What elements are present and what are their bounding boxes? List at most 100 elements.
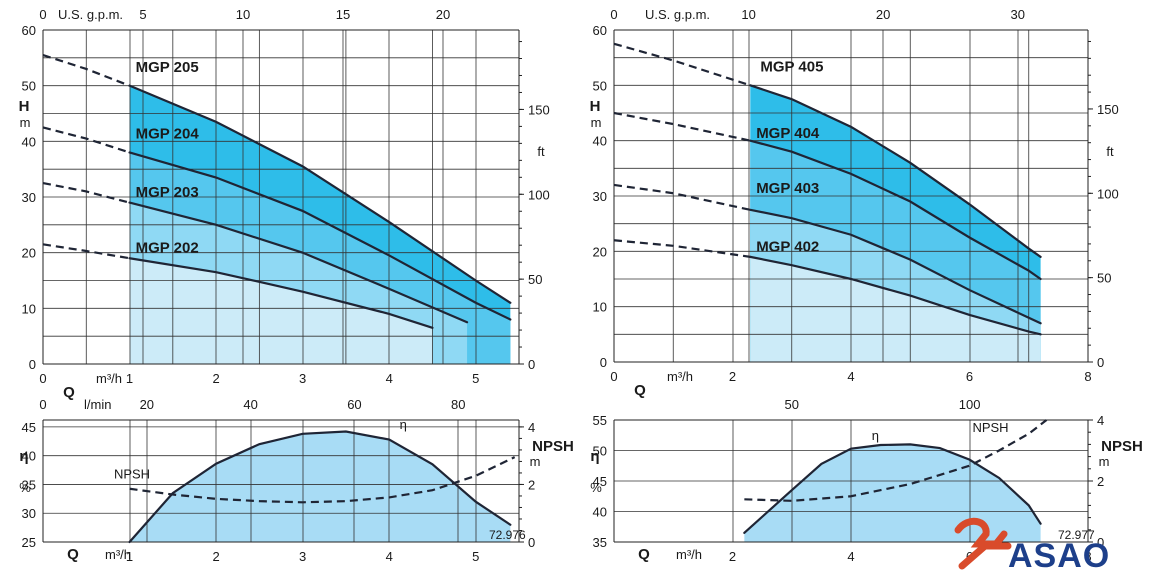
y-tick-label: 40 <box>22 449 36 464</box>
top-tick-label: 20 <box>436 7 450 22</box>
y-tick-label: 45 <box>593 474 607 489</box>
series-label: MGP 402 <box>756 238 819 255</box>
y-tick-label: 30 <box>593 189 607 204</box>
top-tick-label: 100 <box>959 397 981 412</box>
curve-mgp-202 <box>128 257 434 329</box>
curve-mgp-405 <box>749 84 1042 258</box>
curve-mgp-404 <box>749 139 1042 281</box>
series-label: MGP 404 <box>756 125 820 142</box>
series-label: MGP 205 <box>136 59 199 76</box>
efficiency-area <box>744 444 1041 542</box>
chart-code: 72.977 <box>1058 528 1095 542</box>
x-tick-label: 0 <box>39 371 46 386</box>
top-tick-label: 10 <box>236 7 250 22</box>
y-tick-label: 55 <box>593 413 607 428</box>
npsh-curve <box>744 419 1048 502</box>
x-tick-label: 2 <box>212 371 219 386</box>
series-label: MGP 202 <box>136 240 199 257</box>
y-right-tick-label: 150 <box>1097 102 1119 117</box>
x-tick-label: 3 <box>299 371 306 386</box>
x-axis-label: m³/h <box>96 371 122 386</box>
curve-dashed-3 <box>42 243 130 260</box>
x-tick-label: 5 <box>472 371 479 386</box>
npsh-curve <box>129 456 516 504</box>
curve-dashed-1 <box>613 111 751 142</box>
y-axis-symbol: H <box>19 98 30 115</box>
y-tick-label: 40 <box>22 134 36 149</box>
logo-text: ASAO <box>1008 537 1110 570</box>
x-tick-label: 5 <box>472 549 479 564</box>
x-tick-label: 0 <box>610 369 617 384</box>
curve-dashed-3 <box>613 239 751 258</box>
top-tick-label: 15 <box>336 7 350 22</box>
y-tick-label: 20 <box>593 244 607 259</box>
top-tick-label: 50 <box>785 397 799 412</box>
y-right-tick-label: 50 <box>528 272 542 287</box>
curve-mgp-402 <box>749 255 1042 336</box>
top-tick-label: 0 <box>610 7 617 22</box>
x-axis-label: m³/h <box>667 369 693 384</box>
top-tick-label: 0 <box>39 7 46 22</box>
x-tick-label: 1 <box>126 371 133 386</box>
y-axis-unit: % <box>590 480 602 495</box>
curve-mgp-403 <box>749 208 1042 325</box>
y-right-axis-label: ft <box>1106 144 1114 159</box>
y-tick-label: 40 <box>593 134 607 149</box>
x-tick-label: 4 <box>386 549 393 564</box>
x-tick-label: 6 <box>966 369 973 384</box>
x-axis-symbol: Q <box>634 382 646 399</box>
y-tick-label: 30 <box>22 506 36 521</box>
y-tick-label: 25 <box>22 535 36 550</box>
logo-mark-tail <box>958 542 1012 570</box>
top-tick-label: 40 <box>243 397 257 412</box>
x-tick-label: 2 <box>729 549 736 564</box>
x-tick-label: 2 <box>212 549 219 564</box>
x-axis-symbol: Q <box>638 546 650 563</box>
top-tick-label: 10 <box>741 7 755 22</box>
y-axis-unit: m <box>20 115 31 130</box>
top-tick-label: 30 <box>1011 7 1025 22</box>
y-tick-label: 10 <box>593 300 607 315</box>
y-tick-label: 60 <box>593 23 607 38</box>
y-tick-label: 20 <box>22 246 36 261</box>
top-axis-label: U.S. g.p.m. <box>645 7 710 22</box>
y-right-axis-label: ft <box>537 144 545 159</box>
chart-code: 72.976 <box>489 528 526 542</box>
y-right-tick-label: 2 <box>1097 474 1104 489</box>
curve-dashed-2 <box>613 183 751 211</box>
y-right-tick-label: 0 <box>528 535 535 550</box>
y-tick-label: 60 <box>22 23 36 38</box>
y-axis-symbol: η <box>19 448 28 465</box>
asao-logo: ASAO <box>954 517 1110 570</box>
curve-mgp-203 <box>128 201 469 324</box>
npsh-axis-unit: m <box>1099 454 1110 469</box>
y-tick-label: 0 <box>600 355 607 370</box>
efficiency-curve <box>743 443 1042 534</box>
y-tick-label: 35 <box>593 535 607 550</box>
top-tick-label: 20 <box>140 397 154 412</box>
curve-dashed-2 <box>42 182 130 204</box>
y-axis-symbol: H <box>590 98 601 115</box>
x-tick-label: 8 <box>1084 369 1091 384</box>
x-tick-label: 8 <box>1084 549 1091 564</box>
series-label: MGP 203 <box>136 184 199 201</box>
curve-dashed-0 <box>42 54 130 87</box>
series-label: MGP 403 <box>756 180 819 197</box>
npsh-axis-unit: m <box>530 454 541 469</box>
top-tick-label: 0 <box>39 397 46 412</box>
y-tick-label: 35 <box>22 477 36 492</box>
y-axis-unit: m <box>591 115 602 130</box>
y-right-tick-label: 100 <box>1097 186 1119 201</box>
y-right-tick-label: 100 <box>528 187 550 202</box>
x-tick-label: 1 <box>126 549 133 564</box>
logo-mark <box>954 517 1008 548</box>
y-right-tick-label: 0 <box>1097 355 1104 370</box>
x-axis-symbol: Q <box>63 384 75 401</box>
curve-dashed-0 <box>613 42 751 87</box>
npsh-label: NPSH <box>972 420 1008 435</box>
x-tick-label: 2 <box>729 369 736 384</box>
curve-mgp-204 <box>128 151 512 321</box>
x-tick-label: 3 <box>299 549 306 564</box>
top-tick-label: 80 <box>451 397 465 412</box>
